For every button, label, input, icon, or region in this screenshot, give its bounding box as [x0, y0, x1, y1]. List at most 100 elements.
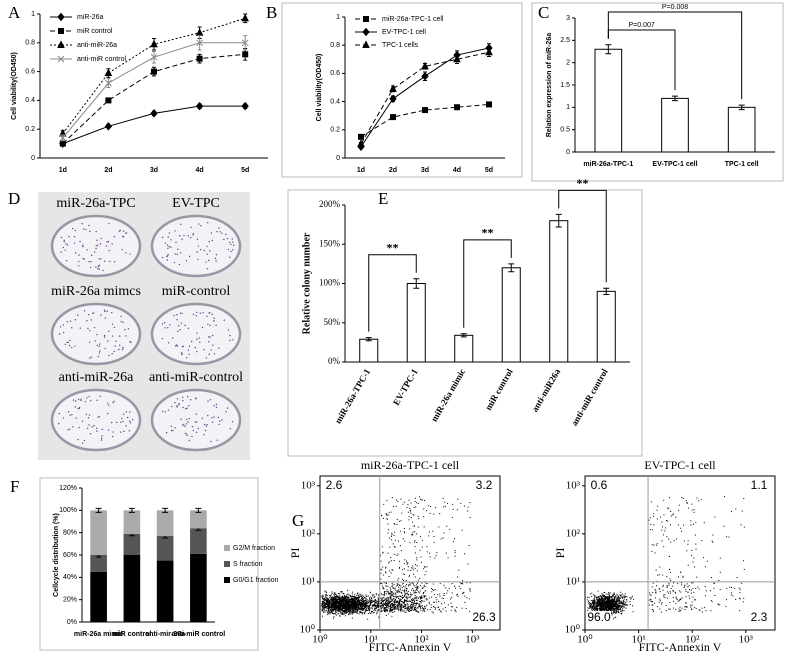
event-dot: [354, 607, 355, 608]
event-dot: [670, 593, 671, 594]
event-dot: [371, 611, 372, 612]
event-dot: [664, 597, 665, 598]
event-dot: [460, 588, 461, 589]
event-dot: [336, 615, 337, 616]
event-dot: [446, 611, 447, 612]
event-dot: [683, 525, 684, 526]
event-dot: [609, 593, 610, 594]
marker: [455, 105, 460, 110]
event-dot: [443, 532, 444, 533]
event-dot: [598, 599, 599, 600]
event-dot: [404, 591, 405, 592]
event-dot: [396, 500, 397, 501]
bar-segment: [124, 555, 141, 622]
event-dot: [365, 604, 366, 605]
legend-label: EV-TPC-1 cell: [382, 29, 426, 36]
event-dot: [386, 582, 387, 583]
event-dot: [404, 599, 405, 600]
event-dot: [600, 606, 601, 607]
colony: [87, 328, 88, 329]
colony: [217, 440, 218, 441]
event-dot: [591, 607, 592, 608]
colony: [167, 255, 168, 256]
event-dot: [415, 498, 416, 499]
colony: [67, 321, 68, 322]
colony: [177, 253, 178, 254]
colony: [63, 332, 64, 333]
event-dot: [430, 513, 431, 514]
plate-label: miR-26a mimcs: [51, 284, 141, 299]
colony: [196, 338, 197, 339]
event-dot: [604, 604, 605, 605]
event-dot: [398, 602, 399, 603]
colony: [104, 311, 105, 312]
colony: [208, 260, 209, 261]
event-dot: [357, 609, 358, 610]
event-dot: [322, 605, 323, 606]
bar-segment: [90, 510, 107, 555]
event-dot: [699, 609, 700, 610]
colony: [122, 347, 123, 348]
event-dot: [726, 536, 727, 537]
event-dot: [407, 607, 408, 608]
event-dot: [407, 504, 408, 505]
event-dot: [414, 540, 415, 541]
event-dot: [407, 603, 408, 604]
event-dot: [341, 602, 342, 603]
event-dot: [649, 605, 650, 606]
event-dot: [355, 599, 356, 600]
colony: [112, 436, 113, 437]
event-dot: [609, 601, 610, 602]
colony: [123, 431, 124, 432]
event-dot: [400, 585, 401, 586]
event-dot: [600, 601, 601, 602]
colony: [183, 235, 184, 236]
event-dot: [622, 594, 623, 595]
bar: [597, 291, 615, 362]
event-dot: [589, 602, 590, 603]
event-dot: [385, 599, 386, 600]
event-dot: [345, 598, 346, 599]
event-dot: [416, 559, 417, 560]
event-dot: [411, 604, 412, 605]
event-dot: [383, 603, 384, 604]
event-dot: [345, 612, 346, 613]
event-dot: [421, 583, 422, 584]
event-dot: [712, 540, 713, 541]
event-dot: [662, 575, 663, 576]
event-dot: [381, 583, 382, 584]
colony: [206, 253, 207, 254]
event-dot: [436, 555, 437, 556]
event-dot: [669, 578, 670, 579]
event-dot: [408, 591, 409, 592]
event-dot: [699, 589, 700, 590]
colony: [97, 268, 98, 269]
event-dot: [325, 605, 326, 606]
colony: [86, 414, 87, 415]
colony: [184, 426, 185, 427]
event-dot: [413, 569, 414, 570]
event-dot: [678, 525, 679, 526]
y-tick-label: 0.4: [330, 98, 340, 105]
event-dot: [454, 556, 455, 557]
event-dot: [667, 591, 668, 592]
event-dot: [339, 597, 340, 598]
event-dot: [648, 520, 649, 521]
event-dot: [357, 599, 358, 600]
event-dot: [614, 593, 615, 594]
event-dot: [386, 611, 387, 612]
colony: [88, 225, 89, 226]
event-dot: [403, 586, 404, 587]
event-dot: [420, 590, 421, 591]
event-dot: [330, 606, 331, 607]
colony: [198, 223, 199, 224]
event-dot: [415, 568, 416, 569]
colony: [215, 258, 216, 259]
event-dot: [464, 505, 465, 506]
event-dot: [695, 599, 696, 600]
event-dot: [342, 610, 343, 611]
event-dot: [390, 557, 391, 558]
event-dot: [619, 603, 620, 604]
event-dot: [411, 599, 412, 600]
event-dot: [346, 610, 347, 611]
